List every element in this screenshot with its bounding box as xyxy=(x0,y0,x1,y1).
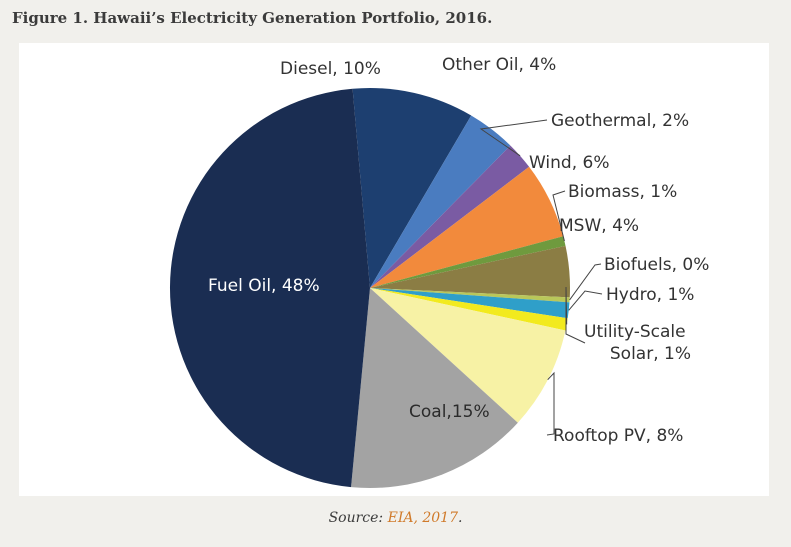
label-utility-scale-solar: Utility-Scale Solar, 1% xyxy=(584,322,691,364)
slice-labels: Diesel, 10% Other Oil, 4% Geothermal, 2%… xyxy=(208,55,709,446)
label-geothermal: Geothermal, 2% xyxy=(551,111,689,131)
leader-line-hydro xyxy=(568,290,603,311)
label-hydro: Hydro, 1% xyxy=(606,285,694,305)
leader-line-biomass xyxy=(552,190,566,242)
source-suffix: . xyxy=(457,510,463,526)
chart-panel: Diesel, 10% Other Oil, 4% Geothermal, 2%… xyxy=(19,43,769,496)
leader-line-biofuels xyxy=(569,263,602,301)
pie-slice-fuel-oil xyxy=(169,88,370,488)
label-coal: Coal,15% xyxy=(409,402,490,422)
pie-slice-hydro xyxy=(370,288,570,319)
figure-title: Figure 1. Hawaii’s Electricity Generatio… xyxy=(12,9,493,27)
pie-slice-biomass xyxy=(370,236,566,288)
pie-slice-utility-scale-solar xyxy=(370,288,568,331)
leader-line-rooftop-pv xyxy=(546,371,555,436)
label-other-oil: Other Oil, 4% xyxy=(442,55,556,75)
leader-line-utility-scale-solar xyxy=(565,286,586,344)
label-biomass: Biomass, 1% xyxy=(568,182,677,202)
pie-slice-coal xyxy=(351,288,518,489)
pie-slice-other-oil xyxy=(370,115,511,289)
source-link[interactable]: EIA, 2017 xyxy=(387,510,458,526)
source-prefix: Source: xyxy=(328,510,388,526)
label-msw: MSW, 4% xyxy=(559,216,639,236)
pie-chart: Diesel, 10% Other Oil, 4% Geothermal, 2%… xyxy=(169,55,709,489)
pie-slice-msw xyxy=(370,245,571,298)
source-note: Source: EIA, 2017. xyxy=(0,510,791,526)
pie-slice-geothermal xyxy=(370,145,530,288)
label-biofuels: Biofuels, 0% xyxy=(604,255,709,275)
label-diesel: Diesel, 10% xyxy=(280,59,381,79)
pie-slice-biofuels xyxy=(370,288,570,303)
pie-slices xyxy=(169,87,571,489)
pie-slice-wind xyxy=(370,166,564,288)
leader-lines xyxy=(479,119,603,436)
label-rooftop-pv: Rooftop PV, 8% xyxy=(553,426,683,446)
label-fuel-oil: Fuel Oil, 48% xyxy=(208,276,320,296)
label-wind: Wind, 6% xyxy=(529,153,610,173)
pie-slice-rooftop-pv xyxy=(370,288,566,423)
leader-line-geothermal xyxy=(479,119,548,157)
pie-slice-diesel xyxy=(352,87,472,288)
